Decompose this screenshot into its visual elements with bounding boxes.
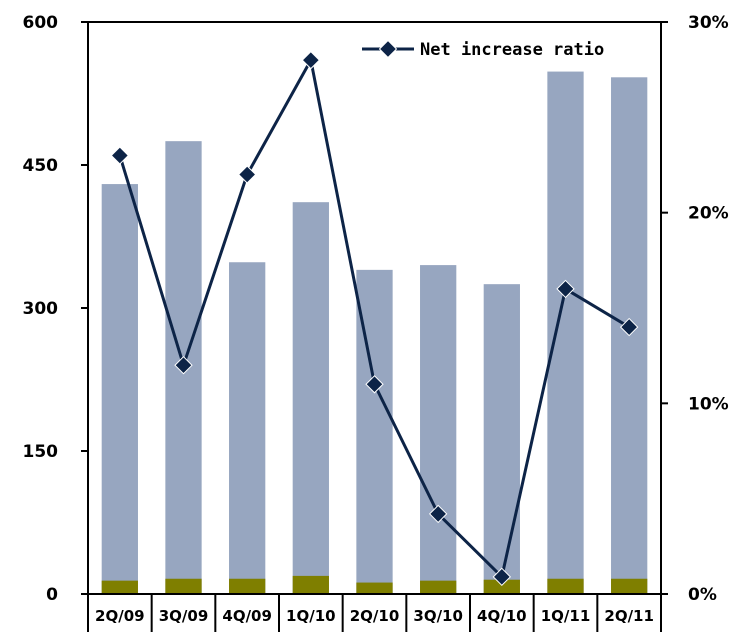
line-layer	[110, 50, 639, 587]
bar-main-2	[229, 262, 266, 594]
line-point-2	[237, 165, 257, 184]
legend-marker-swatch	[378, 39, 398, 59]
line-point-1	[174, 356, 193, 375]
category-label-0: 2Q/09	[95, 607, 145, 625]
category-label-1: 3Q/09	[159, 607, 209, 625]
legend: Net increase ratio	[362, 39, 604, 60]
right-tick-label-2: 20%	[688, 204, 729, 224]
left-tick-label-1: 150	[23, 442, 59, 462]
category-label-5: 3Q/10	[413, 607, 463, 625]
legend-label: Net increase ratio	[420, 40, 604, 60]
line-point-7	[556, 279, 575, 299]
bar-main-6	[483, 284, 520, 594]
bar-main-5	[420, 265, 457, 594]
category-label-3: 1Q/10	[286, 607, 336, 625]
bars-layer	[101, 71, 648, 595]
line-point-0	[110, 146, 130, 165]
bar-small-7	[547, 578, 584, 594]
category-label-7: 1Q/11	[541, 607, 591, 625]
line-point-5	[428, 504, 448, 524]
left-tick-label-2: 300	[23, 299, 59, 319]
bar-small-6	[483, 579, 520, 594]
left-tick-label-0: 0	[46, 585, 58, 605]
bar-main-3	[292, 202, 329, 594]
bar-small-0	[101, 580, 138, 594]
left-tick-label-3: 450	[23, 156, 59, 176]
bar-small-1	[165, 578, 202, 594]
bar-main-7	[547, 71, 584, 594]
right-tick-label-0: 0%	[688, 585, 717, 605]
line-point-6	[492, 567, 512, 587]
line-point-3	[301, 50, 321, 70]
left-tick-label-4: 600	[23, 13, 59, 33]
category-label-8: 2Q/11	[604, 607, 654, 625]
bar-small-4	[356, 582, 393, 594]
right-tick-label-1: 10%	[688, 394, 729, 414]
line-point-4	[365, 375, 384, 394]
category-label-6: 4Q/10	[477, 607, 527, 625]
category-label-2: 4Q/09	[222, 607, 272, 625]
bar-small-2	[229, 578, 266, 594]
category-label-4: 2Q/10	[350, 607, 400, 625]
bar-main-0	[101, 184, 138, 595]
bar-small-3	[292, 575, 329, 594]
bar-small-8	[611, 578, 648, 594]
axes-layer: 0 150 300 450 600 0% 10% 20% 30% 2Q/09 3Q/09 4Q/09 1…	[23, 13, 729, 632]
line-point-8	[619, 317, 639, 337]
bar-small-5	[420, 580, 457, 594]
right-tick-label-3: 30%	[688, 13, 729, 33]
